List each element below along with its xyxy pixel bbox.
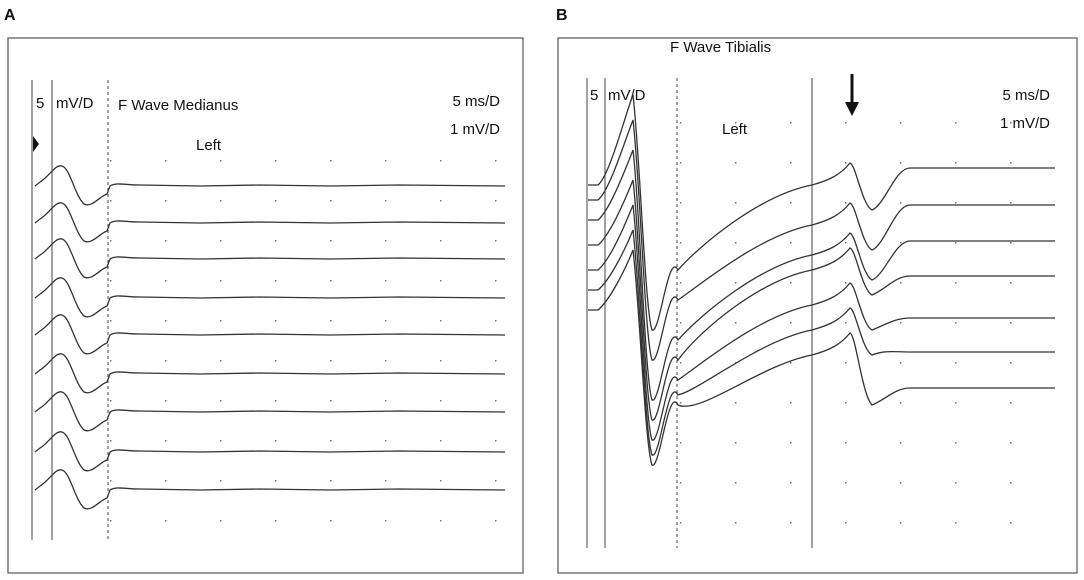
trace	[588, 229, 1055, 456]
time-scale: 5 ms/D	[1002, 87, 1050, 104]
trace	[588, 94, 1055, 331]
time-scale: 5 ms/D	[452, 93, 500, 110]
scale-unit: mV/D	[608, 87, 646, 104]
panel-a: A 5 mV/D F Wave Medianus Left 5 ms/D 1 m…	[4, 7, 524, 574]
arrow	[845, 74, 859, 116]
scale-number: 5	[590, 87, 598, 104]
amp-scale: 1 mV/D	[1000, 115, 1050, 132]
panel-label: A	[4, 7, 16, 24]
trace	[588, 179, 1055, 421]
trace-title: F Wave Tibialis	[670, 39, 771, 56]
trace	[588, 204, 1055, 441]
panel-b: B 5 mV/D F Wave Tibialis Left 5 ms/D 1 m…	[556, 7, 1078, 574]
dot-grid	[680, 120, 1060, 540]
scale-unit: mV/D	[56, 95, 94, 112]
trace	[588, 249, 1055, 466]
marker	[33, 136, 39, 152]
scale-number: 5	[36, 95, 44, 112]
amp-scale: 1 mV/D	[450, 121, 500, 138]
traces	[588, 94, 1055, 466]
trace	[588, 119, 1055, 361]
panel-label: B	[556, 7, 568, 24]
trace	[588, 149, 1055, 401]
dot-grid	[110, 155, 510, 545]
side-label: Left	[722, 121, 748, 138]
trace-title: F Wave Medianus	[118, 97, 238, 114]
side-label: Left	[196, 137, 222, 154]
